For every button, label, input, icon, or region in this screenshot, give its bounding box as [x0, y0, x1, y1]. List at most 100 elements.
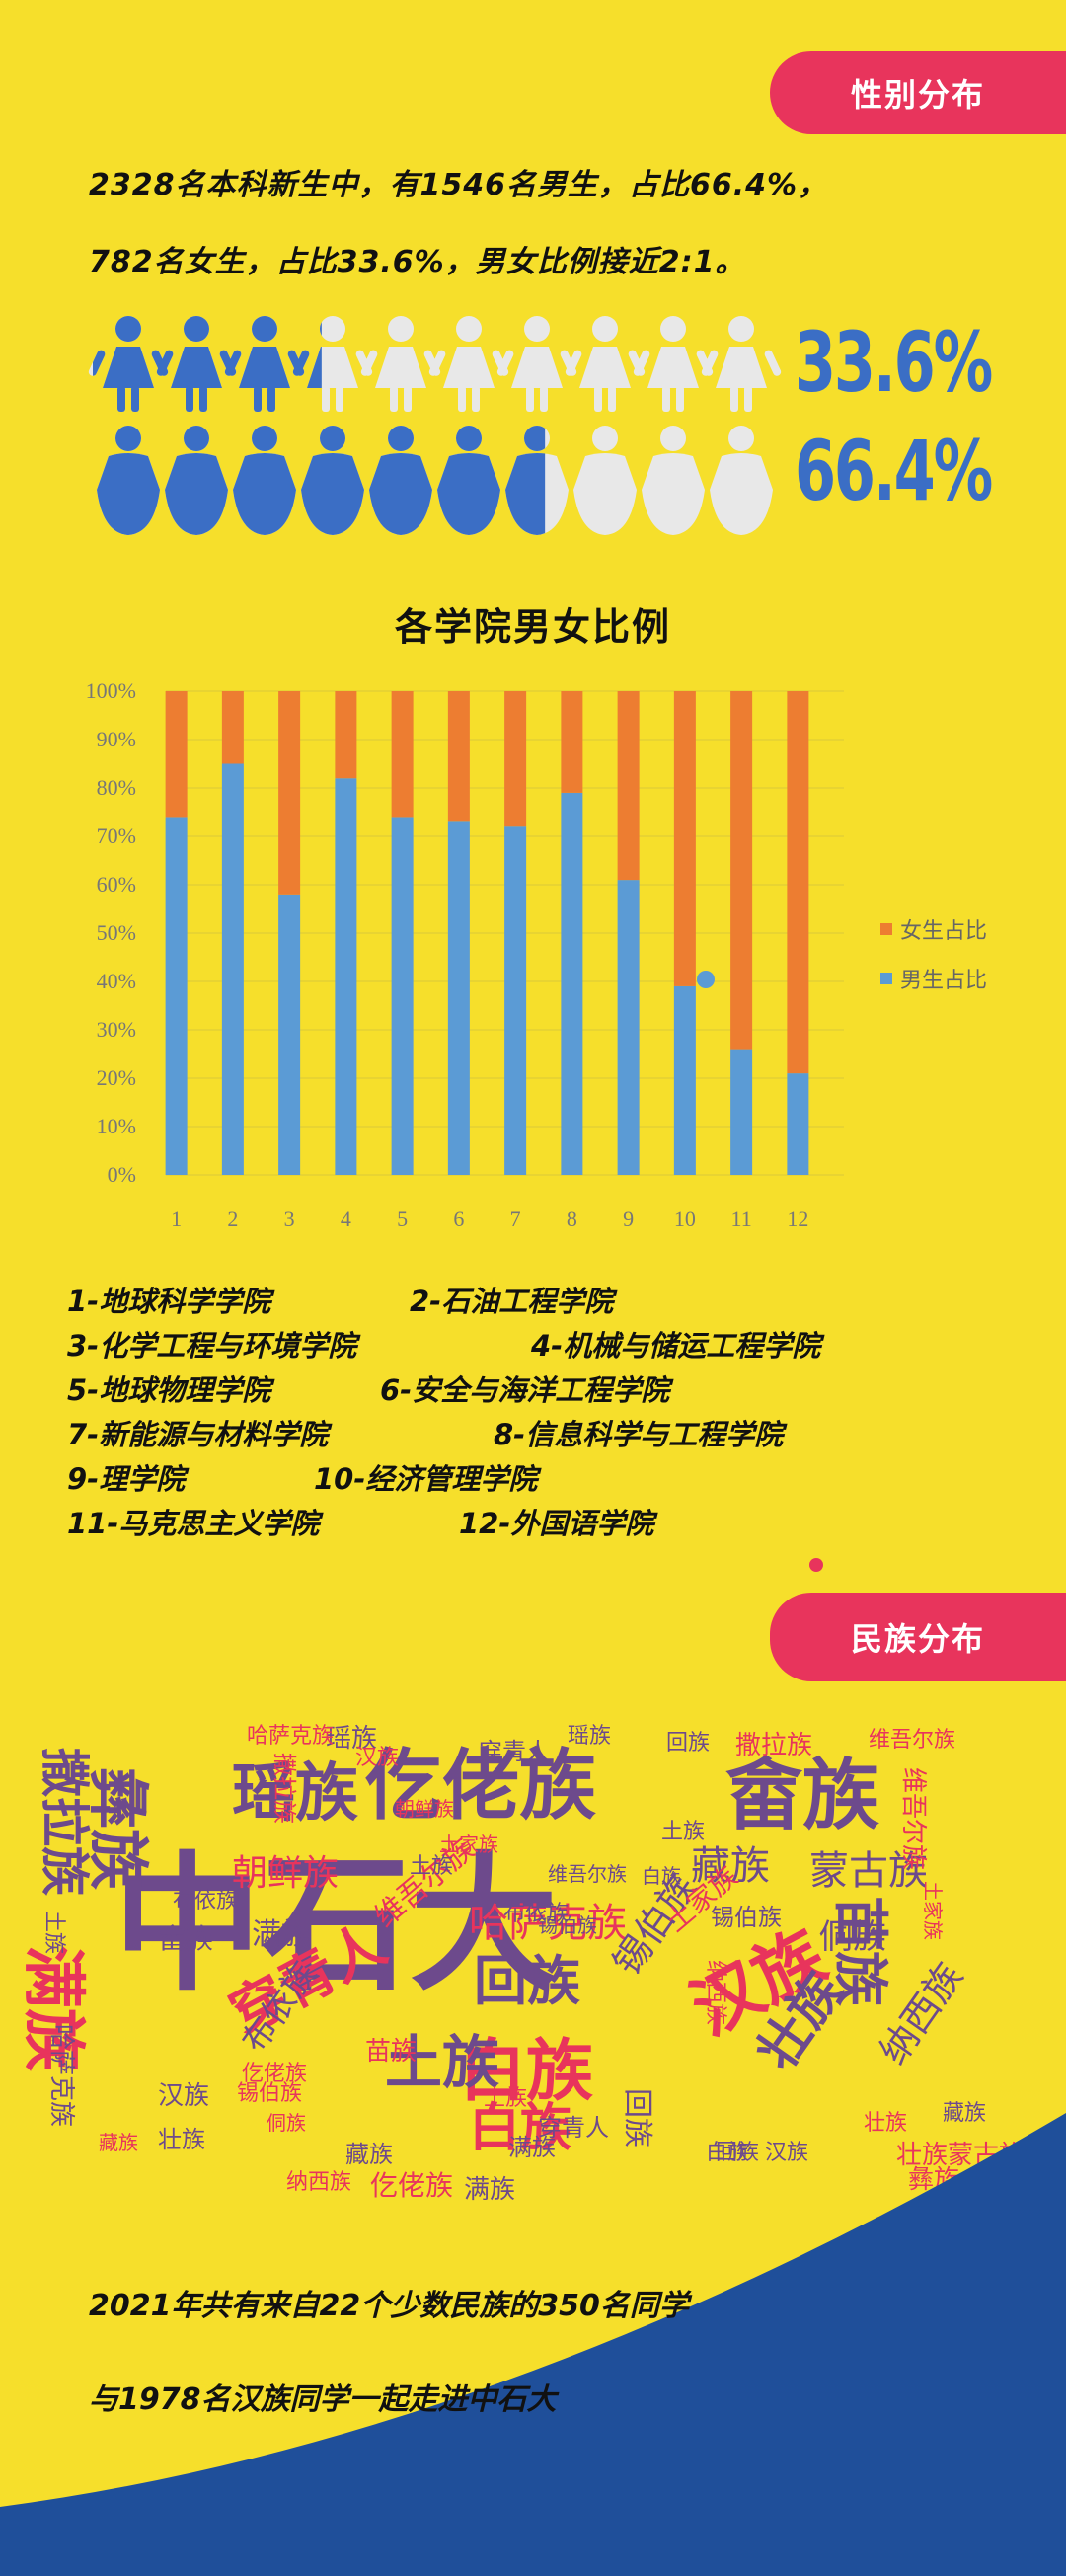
word-cloud-term: 满族 [508, 2134, 556, 2161]
decorative-blue-wave [0, 2113, 1066, 2576]
x-tick-label: 5 [397, 1207, 408, 1231]
bar-segment [673, 985, 696, 1175]
word-cloud-term: 维吾尔族 [548, 1862, 627, 1886]
male-icon [301, 426, 364, 535]
bar-segment [730, 1049, 753, 1175]
word-cloud-term: 纳西族 [703, 1960, 727, 2026]
x-tick-label: 4 [341, 1207, 351, 1231]
college-item: 6-安全与海洋工程学院 [380, 1373, 670, 1407]
word-cloud-term: 朝鲜族 [395, 1797, 454, 1821]
y-tick-label: 90% [97, 727, 136, 751]
word-cloud-term: 土族 [661, 1820, 706, 1844]
word-cloud-term: 藏族 [691, 1843, 770, 1889]
x-tick-label: 8 [567, 1207, 577, 1231]
y-tick-label: 50% [97, 920, 136, 945]
female-icon [155, 316, 238, 412]
word-cloud-term: 锡伯族 [237, 2081, 303, 2106]
word-cloud-term: 白族 [459, 2033, 594, 2111]
college-item: 4-机械与储运工程学院 [531, 1329, 821, 1363]
y-tick-label: 80% [97, 775, 136, 800]
word-cloud-term: 壮族 [864, 2111, 908, 2136]
bar-segment [391, 817, 414, 1175]
male-icon [233, 426, 296, 535]
ethnic-section-badge: 民族分布 [770, 1593, 1066, 1681]
bar-segment [165, 691, 188, 818]
bar-segment [278, 894, 301, 1175]
word-cloud-term: 白族 [642, 1864, 681, 1888]
chart-title: 各学院男女比例 [394, 605, 671, 649]
x-tick-label: 6 [453, 1207, 464, 1231]
college-item: 3-化学工程与环境学院 [67, 1329, 357, 1363]
x-tick-label: 2 [227, 1207, 238, 1231]
word-cloud-term: 锡伯族 [711, 1904, 782, 1931]
bar-segment [335, 691, 357, 779]
word-cloud-term: 布依族 [503, 1902, 570, 1926]
word-cloud-term: 回族 [474, 1950, 580, 2012]
word-cloud-term: 汉族 [158, 2081, 210, 2111]
bar-segment [504, 826, 527, 1175]
ethnic-footer-line-1: 2021年共有来自22个少数民族的350名同学 [89, 2289, 689, 2323]
word-cloud-term: 瑶族 [232, 1757, 358, 1831]
word-cloud-term: 藏族 [345, 2141, 393, 2168]
female-percentage: 33.6% [795, 314, 993, 411]
bar-segment [787, 691, 809, 1074]
word-cloud-term: 撒拉族 [36, 1748, 93, 1896]
legend-swatch-male [880, 973, 892, 984]
bar-segment [447, 821, 470, 1175]
x-tick-label: 3 [284, 1207, 295, 1231]
word-cloud-term: 藏族 [943, 2101, 987, 2126]
male-icon-faded [573, 426, 637, 535]
word-cloud-term: 撒拉族 [735, 1731, 813, 1760]
x-tick-label: 12 [787, 1207, 808, 1231]
female-icon-faded [564, 316, 647, 412]
college-item: 1-地球科学学院 [67, 1285, 271, 1318]
word-cloud-term: 彝族 [82, 1767, 154, 1891]
word-cloud-term: 满族 [464, 2175, 516, 2205]
college-item: 8-信息科学与工程学院 [494, 1418, 784, 1451]
male-icon-faded [710, 426, 773, 535]
bar-segment [221, 763, 244, 1175]
bar-segment [730, 691, 753, 1050]
word-cloud-term: 哈萨克族 [247, 1724, 335, 1749]
college-item: 5-地球物理学院 [67, 1373, 271, 1407]
y-tick-label: 100% [86, 678, 136, 703]
gender-intro-line-1: 2328名本科新生中，有1546名男生，占比66.4%， [89, 168, 829, 202]
legend-label-male: 男生占比 [900, 969, 988, 993]
college-item: 12-外国语学院 [459, 1507, 654, 1540]
decorative-dot [809, 1558, 823, 1572]
bar-segment [561, 691, 583, 793]
y-tick-label: 70% [97, 823, 136, 848]
bar-segment [165, 817, 188, 1175]
word-cloud-term: 白族 [469, 2099, 572, 2158]
bar-segment [335, 778, 357, 1175]
college-item: 7-新能源与材料学院 [67, 1418, 329, 1451]
word-cloud-term: 畲族 [158, 1922, 214, 1955]
bar-segment [561, 792, 583, 1175]
female-icon [93, 316, 170, 412]
word-cloud-term: 畲族 [725, 1752, 880, 1840]
bar-segment [617, 880, 640, 1175]
word-cloud-term: 侗族 [819, 1917, 886, 1957]
word-cloud-term: 侗族 [266, 2111, 306, 2135]
female-icon-faded [700, 316, 783, 412]
college-item: 2-石油工程学院 [410, 1285, 614, 1318]
bar-segment [221, 691, 244, 764]
word-cloud-term: 回族 [716, 2141, 760, 2165]
bar-segment [617, 691, 640, 881]
bar-segment [504, 691, 527, 827]
male-icon [437, 426, 500, 535]
college-item: 11-马克思主义学院 [67, 1507, 320, 1540]
bar-segment [391, 691, 414, 818]
word-cloud-term: 维吾尔族 [869, 1728, 956, 1753]
word-cloud-term: 土家族 [439, 1833, 498, 1856]
female-icon [223, 316, 306, 412]
word-cloud-term: 穿青人 [479, 1738, 550, 1765]
gender-intro-line-2: 782名女生，占比33.6%，男女比例接近2:1。 [89, 245, 746, 279]
x-tick-label: 1 [171, 1207, 182, 1231]
bar-segment [787, 1073, 809, 1175]
word-cloud-term: 土家族 [921, 1881, 945, 1940]
bar-segment [673, 691, 696, 986]
male-percentage: 66.4% [795, 423, 993, 519]
word-cloud-term: 汉族 [765, 2141, 809, 2165]
ethnic-word-cloud: 中石大 仡佬族 畲族 瑶族 彝族 撒拉族 满族 穿青人 白族 汉族 土族 壮族 苗族 蒙古族 藏族 朝鲜族 哈萨… [0, 1708, 1066, 2204]
